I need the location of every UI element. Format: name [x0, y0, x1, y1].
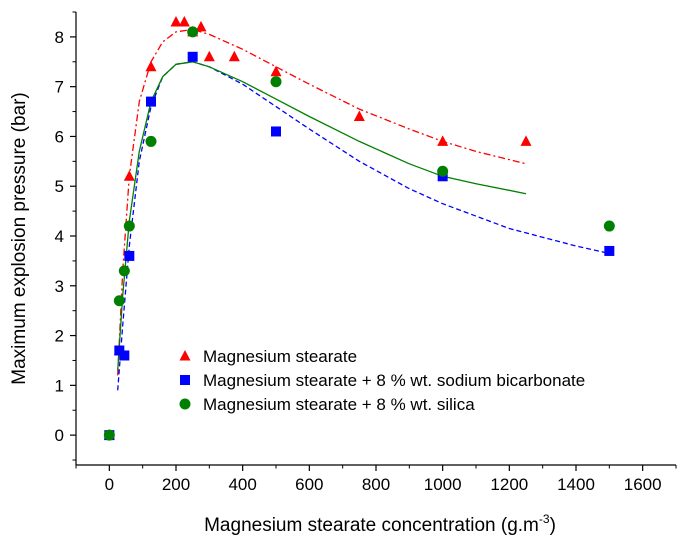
data-points [103, 15, 615, 441]
data-point-series-2 [187, 51, 198, 62]
y-tick-label: 6 [55, 127, 64, 146]
data-point-series-3 [103, 429, 115, 441]
fit-curve-1 [117, 28, 527, 376]
x-axis-title: Magnesium stearate concentration (g.m-3) [204, 512, 556, 536]
data-point-series-3 [118, 265, 130, 277]
y-tick-label: 5 [55, 177, 64, 196]
x-tick-label: 1200 [490, 475, 528, 494]
legend-label-1: Magnesium stearate [203, 347, 357, 366]
x-tick-label: 1000 [424, 475, 462, 494]
data-point-series-1 [228, 50, 240, 62]
fit-curve-2 [117, 61, 610, 391]
y-axis-title: Maximum explosion pressure (bar) [9, 92, 30, 385]
x-tick-label: 1400 [557, 475, 595, 494]
data-point-series-1 [123, 170, 135, 181]
x-axis-title-sup: -3 [539, 512, 550, 526]
x-tick-label: 0 [105, 475, 114, 494]
y-tick-label: 4 [55, 227, 64, 246]
data-point-series-1 [170, 15, 182, 27]
data-point-series-2 [604, 245, 615, 256]
fit-curve-3 [117, 61, 527, 371]
legend-marker-3 [179, 398, 191, 410]
data-point-series-1 [203, 50, 215, 62]
data-point-series-1 [178, 15, 190, 27]
x-axis-title-close: ) [550, 515, 556, 536]
data-point-series-1 [195, 20, 207, 32]
data-point-series-2 [146, 96, 156, 107]
legend-label-2: Magnesium stearate + 8 % wt. sodium bica… [203, 371, 585, 390]
data-point-series-1 [520, 135, 532, 146]
fit-curves [117, 28, 610, 391]
y-tick-label: 1 [55, 376, 64, 395]
data-point-series-3 [123, 220, 135, 232]
data-point-series-2 [271, 126, 281, 137]
y-tick-label: 8 [55, 28, 64, 47]
legend-marker-2 [180, 375, 190, 385]
x-tick-label: 1600 [624, 475, 662, 494]
legend-marker-1 [179, 350, 191, 361]
data-point-series-1 [353, 110, 365, 122]
data-point-series-1 [437, 135, 449, 146]
legend: Magnesium stearate Magnesium stearate + 8… [179, 347, 585, 414]
data-point-series-1 [145, 60, 157, 72]
y-tick-label: 3 [55, 277, 64, 296]
x-axis-title-main: Magnesium stearate concentration (g.m [204, 515, 539, 536]
data-point-series-2 [119, 350, 130, 361]
data-point-series-1 [270, 65, 282, 77]
y-tick-label: 2 [55, 327, 64, 346]
x-tick-label: 200 [162, 475, 190, 494]
axes: 0 200 400 600 800 1000 1200 1400 1600 0 1 2 3 4 5 6 7 8 [55, 11, 677, 494]
y-tick-label: 0 [55, 426, 64, 445]
data-point-series-3 [187, 26, 199, 38]
y-tick-label: 7 [55, 78, 64, 97]
data-point-series-2 [124, 250, 135, 261]
data-point-series-3 [437, 165, 449, 177]
data-point-series-3 [145, 135, 157, 147]
legend-label-3: Magnesium stearate + 8 % wt. silica [203, 395, 475, 414]
data-point-series-3 [603, 220, 615, 232]
x-tick-label: 400 [228, 475, 256, 494]
x-tick-label: 800 [362, 475, 390, 494]
x-tick-label: 600 [295, 475, 323, 494]
data-point-series-3 [113, 295, 125, 307]
data-point-series-3 [270, 76, 282, 88]
